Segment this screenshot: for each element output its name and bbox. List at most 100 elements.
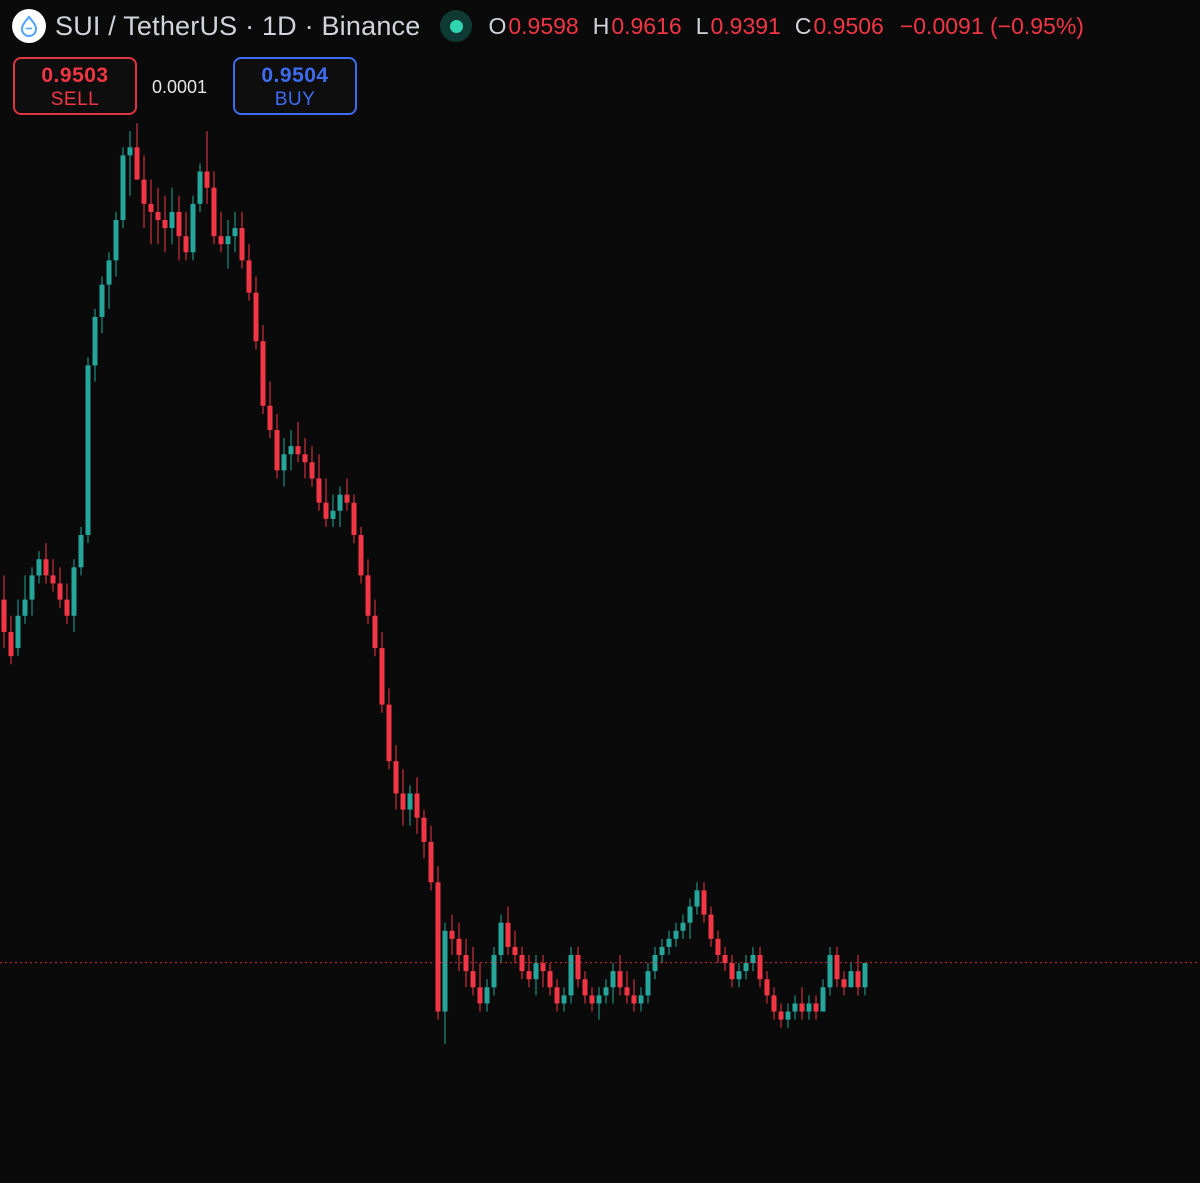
candle-body[interactable] [610,971,616,988]
candle-body[interactable] [582,979,588,996]
candle-body[interactable] [78,535,84,568]
candle-body[interactable] [134,147,140,180]
candle-body[interactable] [547,971,553,988]
candle-body[interactable] [190,203,196,253]
candle-body[interactable] [358,535,364,576]
candle-body[interactable] [99,284,105,317]
candle-body[interactable] [92,316,98,366]
candle-body[interactable] [638,995,644,1004]
candle-body[interactable] [449,930,455,939]
candle-body[interactable] [820,987,826,1012]
candle-body[interactable] [435,882,441,1012]
candle-body[interactable] [239,228,245,261]
candle-body[interactable] [785,1011,791,1020]
candle-body[interactable] [736,971,742,980]
candle-body[interactable] [253,292,259,342]
candle-body[interactable] [232,228,238,237]
candle-body[interactable] [526,971,532,980]
candle-body[interactable] [680,922,686,931]
candle-body[interactable] [337,494,343,511]
candle-body[interactable] [148,203,154,212]
candle-body[interactable] [834,955,840,980]
candle-body[interactable] [323,502,329,519]
candle-body[interactable] [162,220,168,229]
candle-body[interactable] [288,446,294,455]
candle-body[interactable] [540,963,546,972]
candle-body[interactable] [64,599,70,616]
candle-body[interactable] [309,462,315,479]
candle-body[interactable] [645,971,651,996]
candle-body[interactable] [603,987,609,996]
candle-body[interactable] [106,260,112,285]
candle-body[interactable] [484,987,490,1004]
candle-body[interactable] [36,559,42,576]
candle-body[interactable] [827,955,833,988]
candle-body[interactable] [15,615,21,649]
candle-body[interactable] [330,510,336,519]
candle-body[interactable] [778,1011,784,1020]
candle-body[interactable] [57,583,63,600]
candle-body[interactable] [204,171,210,188]
candle-body[interactable] [442,930,448,1012]
candle-body[interactable] [8,631,14,657]
candle-body[interactable] [757,955,763,980]
candle-body[interactable] [260,341,266,406]
candle-body[interactable] [855,971,861,988]
candle-body[interactable] [71,567,77,616]
candle-body[interactable] [862,963,868,988]
candle-body[interactable] [274,430,280,471]
candle-body[interactable] [407,793,413,810]
candle-body[interactable] [848,971,854,988]
symbol-title[interactable]: SUI / TetherUS · 1D · Binance [55,10,421,41]
candle-body[interactable] [729,963,735,980]
candle-body[interactable] [477,987,483,1004]
candle-body[interactable] [428,841,434,883]
candle-body[interactable] [771,995,777,1012]
candle-body[interactable] [50,575,56,584]
candle-body[interactable] [568,955,574,996]
candle-body[interactable] [666,938,672,947]
candle-body[interactable] [400,793,406,810]
candle-body[interactable] [491,955,497,988]
candle-body[interactable] [799,1003,805,1012]
candle-body[interactable] [22,599,28,616]
candle-body[interactable] [792,1003,798,1012]
candle-body[interactable] [155,211,161,220]
candle-body[interactable] [281,454,287,471]
candle-body[interactable] [687,906,693,923]
candle-body[interactable] [505,922,511,947]
candle-body[interactable] [197,171,203,204]
candle-body[interactable] [764,979,770,996]
candle-body[interactable] [554,987,560,1004]
candle-body[interactable] [141,179,147,204]
candle-body[interactable] [365,575,371,616]
candle-body[interactable] [813,1003,819,1012]
candle-body[interactable] [841,979,847,988]
candle-body[interactable] [617,971,623,988]
candle-body[interactable] [575,955,581,980]
candle-body[interactable] [211,187,217,237]
candle-body[interactable] [806,1003,812,1012]
candle-body[interactable] [470,971,476,988]
candle-body[interactable] [295,446,301,455]
candle-body[interactable] [379,648,385,705]
candle-body[interactable] [344,494,350,503]
candle-body[interactable] [169,211,175,229]
candle-body[interactable] [694,890,700,907]
candle-body[interactable] [673,930,679,939]
candle-body[interactable] [85,365,91,535]
candle-body[interactable] [43,559,49,576]
sell-button[interactable]: 0.9503 SELL [13,57,137,115]
candle-body[interactable] [302,454,308,463]
candle-body[interactable] [715,938,721,955]
candle-body[interactable] [456,938,462,955]
candle-body[interactable] [29,575,35,600]
candle-body[interactable] [659,946,665,955]
candle-body[interactable] [372,615,378,649]
candle-body[interactable] [498,922,504,955]
candle-body[interactable] [246,260,252,293]
candle-body[interactable] [512,946,518,955]
candle-body[interactable] [596,995,602,1004]
candle-body[interactable] [225,236,231,245]
